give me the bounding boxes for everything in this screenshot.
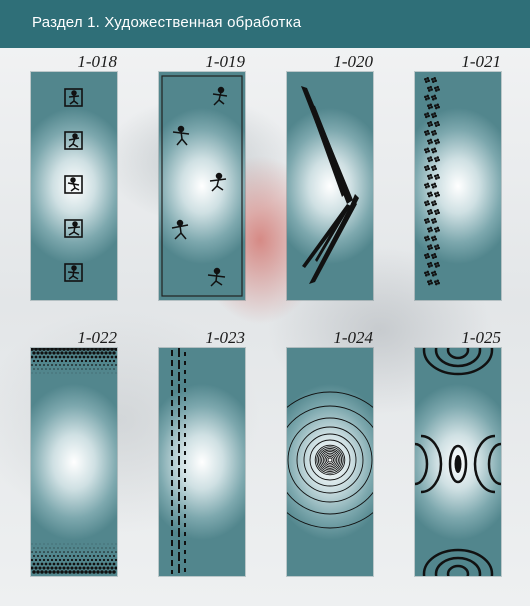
code-label-1-024: 1-024 [333, 328, 373, 347]
dancing-figures-pattern [161, 75, 243, 297]
glass-panel-1-023[interactable] [159, 348, 245, 576]
code-label-1-025: 1-025 [461, 328, 501, 347]
concentric-circles-pattern [287, 391, 373, 529]
section-title: Раздел 1. Художественная обработка [32, 14, 302, 31]
flower-column-pattern [424, 77, 440, 286]
glass-panel-1-018[interactable] [31, 72, 117, 300]
code-label-1-022: 1-022 [77, 328, 117, 347]
code-label-1-020: 1-020 [333, 52, 373, 71]
code-label-1-019: 1-019 [205, 52, 245, 71]
figure-tiles-pattern [64, 88, 83, 282]
chevron-shards-pattern [301, 86, 359, 284]
glass-panel-1-022[interactable] [31, 348, 117, 576]
dashed-stripes-pattern [171, 348, 186, 576]
ring-ellipses-pattern [415, 348, 501, 576]
glass-panel-1-024[interactable] [287, 348, 373, 576]
glass-panel-1-019[interactable] [159, 72, 245, 300]
dot-bands-pattern [31, 348, 117, 574]
code-label-1-021: 1-021 [461, 52, 501, 71]
section-header: Раздел 1. Художественная обработка [0, 0, 530, 48]
glass-panel-1-021[interactable] [415, 72, 501, 300]
glass-panel-1-025[interactable] [415, 348, 501, 576]
glass-panel-1-020[interactable] [287, 72, 373, 300]
code-label-1-018: 1-018 [77, 52, 117, 71]
code-label-1-023: 1-023 [205, 328, 245, 347]
